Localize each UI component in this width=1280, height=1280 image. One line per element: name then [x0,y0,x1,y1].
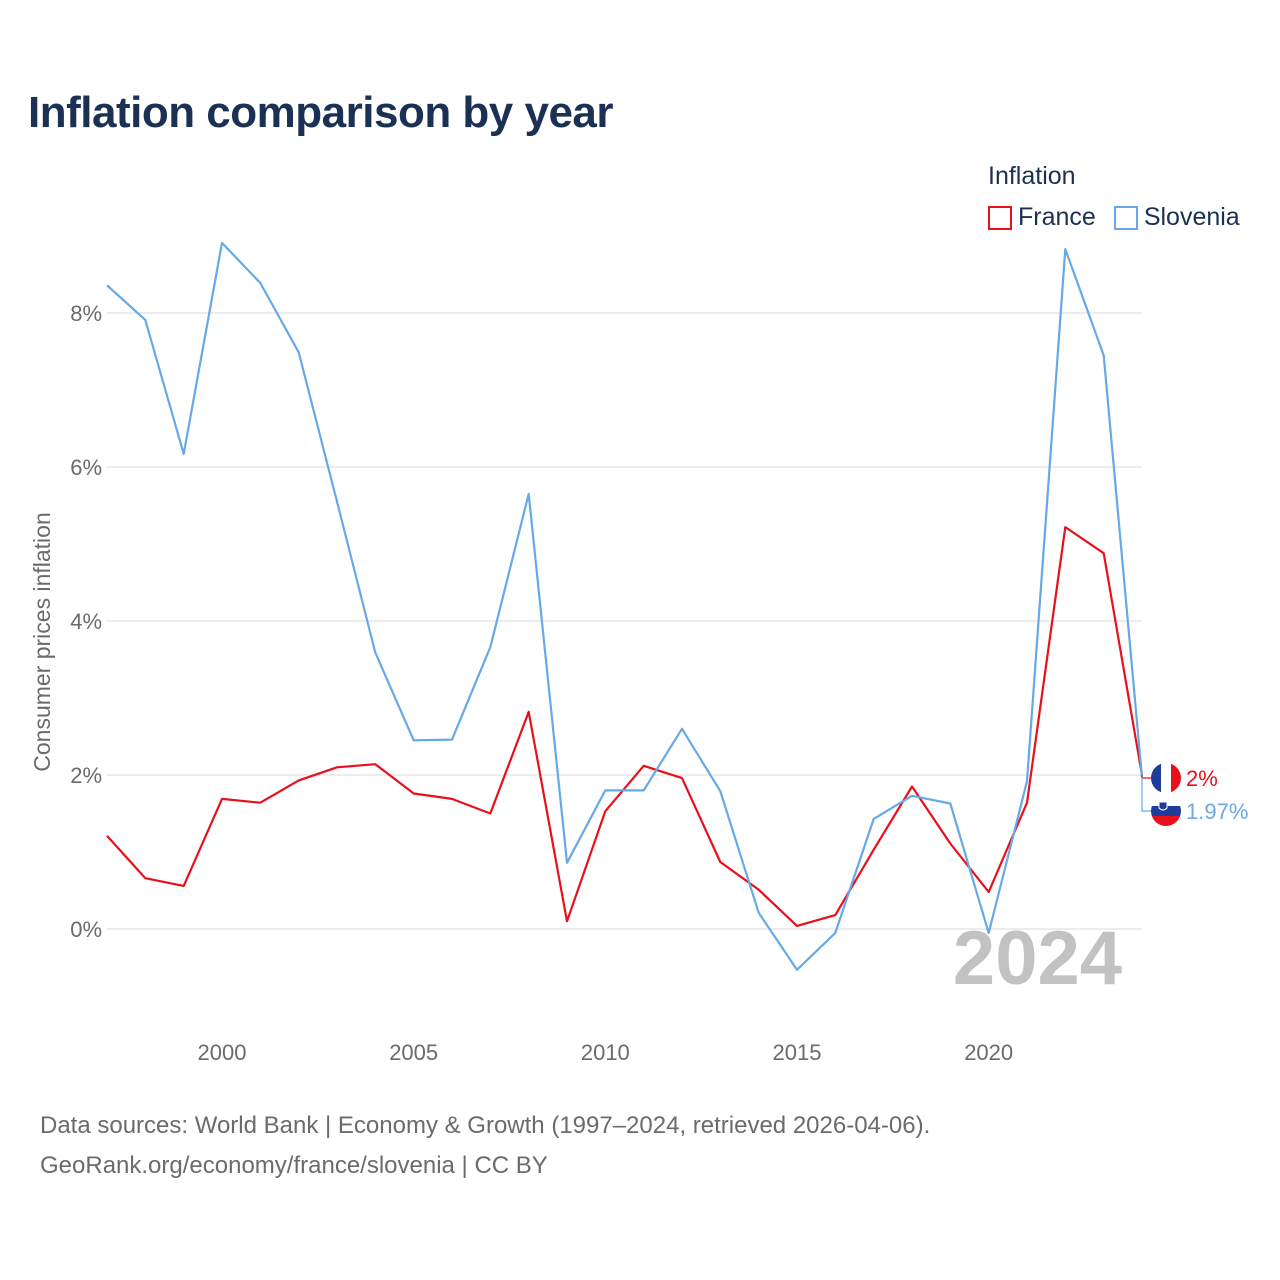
legend-swatch-france [988,205,1012,230]
footer-sources: Data sources: World Bank | Economy & Gro… [40,1112,931,1139]
y-tick-label: 2% [70,763,102,788]
legend-label-france: France [1018,203,1096,231]
chart-title: Inflation comparison by year [28,88,614,137]
y-axis-label: Consumer prices inflation [29,512,55,772]
end-label-france: 2% [1186,766,1218,791]
line-chart: 0% 2% 4% 6% 8% 2000 2005 2010 2015 2020 Consumer p… [29,241,1248,1065]
legend-title: Inflation [988,162,1076,190]
legend-item-france[interactable]: France [988,203,1096,232]
slovenia-flag-icon [1151,796,1181,826]
y-tick-label: 0% [70,917,102,942]
year-watermark: 2024 [953,916,1122,1001]
france-flag-icon [1151,763,1181,793]
connector-france [1141,775,1151,779]
footer: Data sources: World Bank | Economy & Gro… [40,1106,930,1186]
end-label-slovenia: 1.97% [1186,799,1248,824]
y-tick-label: 8% [70,301,102,326]
x-tick-label: 2020 [964,1040,1013,1065]
y-tick-label: 4% [70,609,102,634]
legend-label-slovenia: Slovenia [1143,203,1240,231]
legend-swatch-slovenia [1113,205,1138,230]
series-line-slovenia [106,241,1144,971]
legend-item-slovenia[interactable]: Slovenia [1113,203,1240,232]
x-tick-label: 2015 [773,1040,822,1065]
x-tick-label: 2000 [198,1040,247,1065]
y-tick-label: 6% [70,455,102,480]
footer-credit: GeoRank.org/economy/france/slovenia | CC… [40,1152,548,1179]
x-tick-label: 2010 [581,1040,630,1065]
series-line-france [106,525,1144,928]
legend: Inflation France Slovenia [988,162,1258,232]
x-tick-label: 2005 [389,1040,438,1065]
connector-slovenia [1141,777,1151,812]
